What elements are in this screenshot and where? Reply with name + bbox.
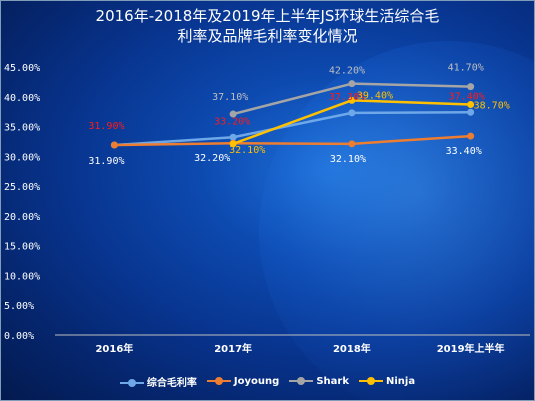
- legend-item: Shark: [289, 376, 349, 387]
- chart-title: 2016年-2018年及2019年上半年JS环球生活综合毛 利率及品牌毛利率变化…: [0, 6, 535, 46]
- legend-swatch: [358, 377, 383, 385]
- legend-item: Ninja: [358, 376, 416, 387]
- x-tick-label: 2017年: [214, 342, 252, 355]
- data-label: 37.30%: [329, 92, 365, 103]
- data-point: [348, 109, 356, 117]
- data-label: 37.10%: [212, 92, 248, 103]
- legend-item: 综合毛利率: [119, 374, 197, 389]
- data-point: [348, 140, 356, 148]
- data-point: [348, 80, 356, 88]
- x-tick-label: 2018年: [333, 342, 371, 355]
- data-label: 31.90%: [88, 121, 124, 132]
- legend-swatch: [289, 377, 314, 385]
- y-tick-label: 5.00%: [4, 301, 34, 312]
- chart-legend: 综合毛利率 Joyoung Shark Ninja: [0, 374, 535, 389]
- data-label: 32.10%: [330, 154, 366, 165]
- data-point: [467, 101, 475, 109]
- data-point: [348, 96, 356, 104]
- y-tick-label: 25.00%: [4, 182, 40, 193]
- y-tick-label: 0.00%: [4, 331, 34, 342]
- data-label: 33.40%: [446, 146, 482, 157]
- data-point: [467, 132, 475, 140]
- x-tick-label: 2019年上半年: [437, 342, 505, 355]
- data-point: [229, 133, 237, 141]
- y-tick-label: 35.00%: [4, 123, 40, 134]
- data-label: 32.10%: [229, 145, 265, 156]
- data-label: 33.20%: [214, 116, 250, 127]
- y-tick-label: 40.00%: [4, 93, 40, 104]
- data-point: [467, 108, 475, 116]
- y-tick-label: 45.00%: [4, 63, 40, 74]
- series-line-Joyoung: [114, 134, 471, 147]
- data-label: 42.20%: [329, 66, 365, 77]
- legend-swatch: [119, 379, 144, 387]
- data-label: 32.20%: [194, 153, 230, 164]
- data-point: [229, 140, 237, 148]
- y-tick-label: 15.00%: [4, 242, 40, 253]
- data-label: 39.40%: [357, 90, 393, 101]
- data-point: [229, 110, 237, 118]
- y-tick-label: 10.00%: [4, 271, 40, 282]
- legend-item: Joyoung: [206, 376, 280, 387]
- data-label: 37.40%: [449, 91, 485, 102]
- data-label: 31.90%: [88, 156, 124, 167]
- y-tick-label: 20.00%: [4, 212, 40, 223]
- legend-label: Joyoung: [233, 376, 280, 387]
- y-tick-label: 30.00%: [4, 152, 40, 163]
- data-label: 41.70%: [448, 63, 484, 74]
- chart-title-line1: 2016年-2018年及2019年上半年JS环球生活综合毛: [95, 7, 440, 25]
- legend-label: Shark: [316, 376, 349, 387]
- x-tick-label: 2016年: [95, 342, 133, 355]
- legend-swatch: [206, 377, 231, 385]
- chart-title-line2: 利率及品牌毛利率变化情况: [177, 27, 358, 45]
- series-line-综合毛利率: [114, 111, 471, 147]
- legend-label: 综合毛利率: [146, 378, 197, 389]
- legend-label: Ninja: [385, 376, 416, 387]
- data-point: [467, 83, 475, 91]
- data-point: [110, 141, 118, 149]
- data-label: 38.70%: [474, 101, 510, 112]
